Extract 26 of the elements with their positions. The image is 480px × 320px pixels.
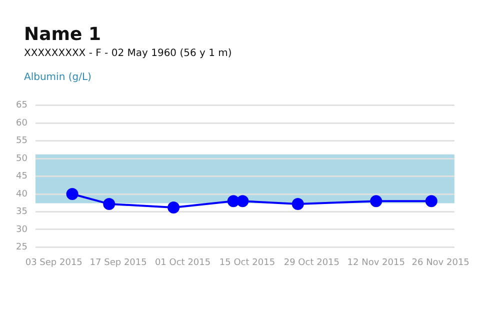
point: [370, 195, 382, 208]
point: [66, 188, 78, 200]
y-tick-label: 60: [16, 118, 28, 128]
x-tick-label: 17 Sep 2015: [90, 258, 147, 268]
y-tick-label: 30: [16, 224, 28, 235]
x-tick-label: 26 Nov 2015: [412, 258, 470, 268]
chart-title: Name 1: [24, 24, 101, 45]
x-tick-label: 12 Nov 2015: [347, 258, 405, 268]
y-tick-label: 65: [16, 100, 28, 111]
point: [292, 198, 304, 210]
x-tick-label: 15 Oct 2015: [219, 258, 276, 268]
chart-subtitle: XXXXXXXXX - F - 02 May 1960 (56 y 1 m): [24, 48, 232, 59]
y-tick-label: 35: [16, 207, 28, 218]
point: [236, 195, 249, 208]
point: [425, 195, 438, 208]
y-tick-label: 55: [16, 136, 28, 146]
x-tick-label: 29 Oct 2015: [284, 258, 340, 268]
y-tick-label: 50: [16, 154, 28, 164]
x-tick-label: 03 Sep 2015: [25, 258, 82, 268]
y-tick-label: 40: [16, 189, 28, 200]
y-tick-label: 45: [16, 172, 28, 182]
y-tick-label: 25: [16, 242, 28, 253]
point: [168, 201, 180, 214]
point: [103, 198, 116, 210]
y-axis-title: Albumin (g/L): [24, 72, 92, 83]
x-tick-label: 01 Oct 2015: [154, 258, 211, 268]
